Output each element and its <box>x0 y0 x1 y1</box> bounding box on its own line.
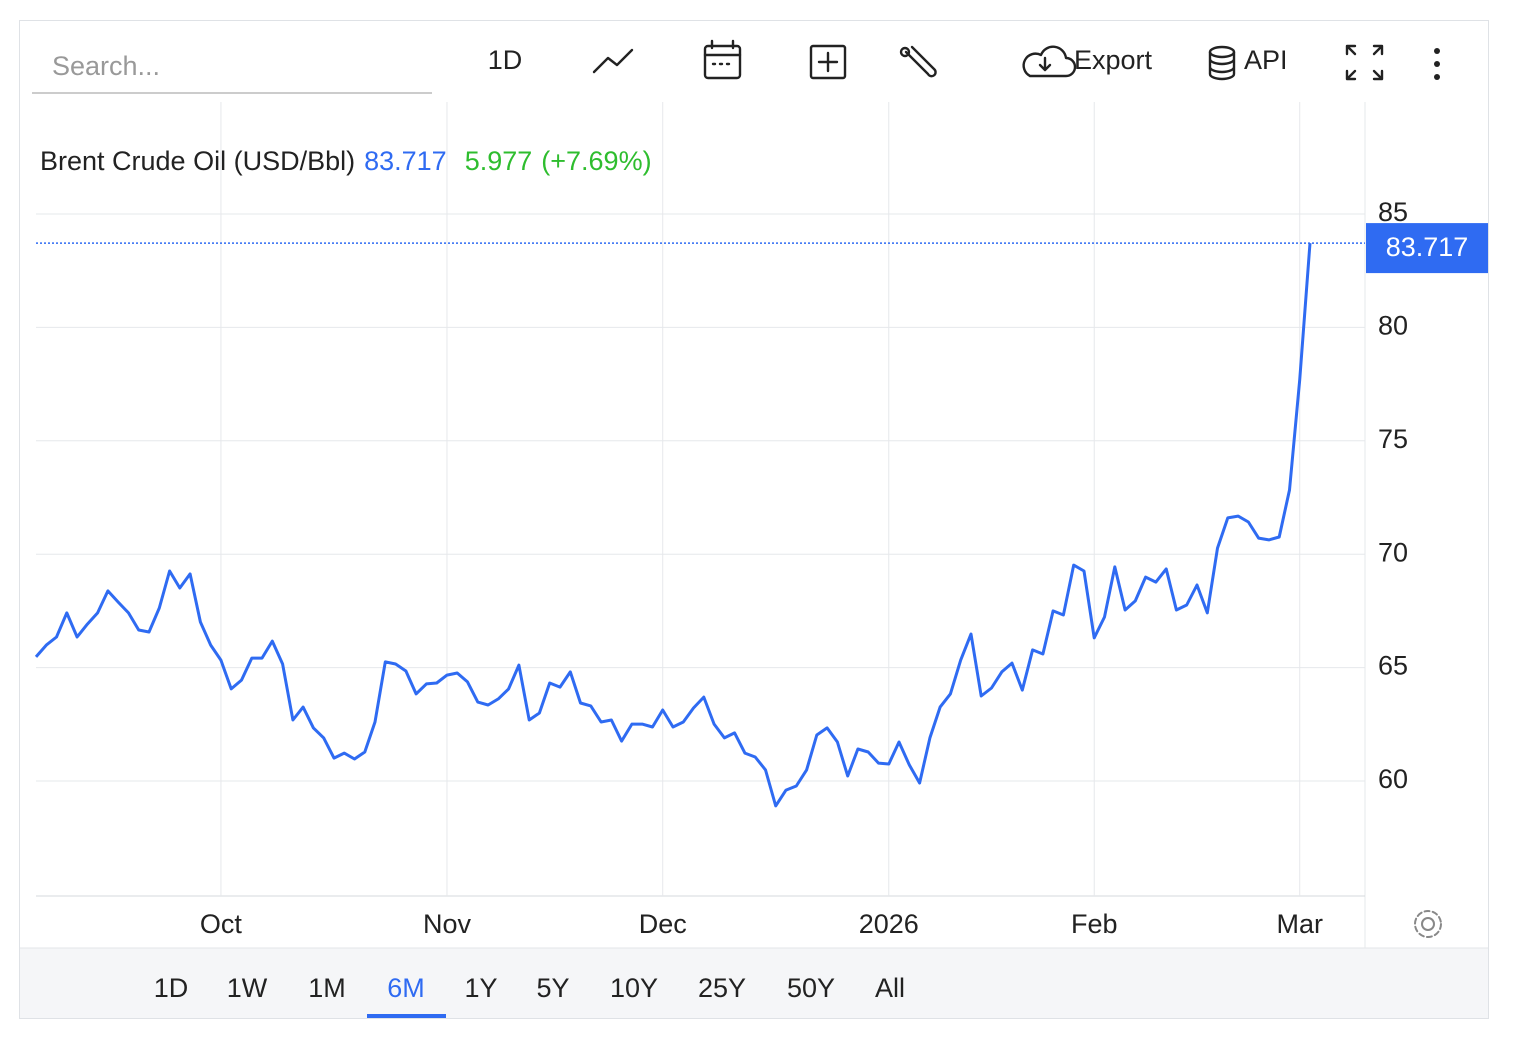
calendar-icon[interactable] <box>703 39 742 80</box>
chart-type-icon[interactable] <box>592 48 634 74</box>
api-icon[interactable] <box>1208 45 1236 81</box>
range-button[interactable]: 5Y <box>536 973 569 1003</box>
range-button[interactable]: 6M <box>387 973 425 1003</box>
export-button[interactable]: Export <box>1074 45 1153 75</box>
more-menu[interactable] <box>1434 48 1440 80</box>
range-bar <box>20 948 1488 1018</box>
chart-title: Brent Crude Oil (USD/Bbl) <box>40 146 355 176</box>
range-button[interactable]: 1Y <box>464 973 497 1003</box>
chart-settings-icon[interactable] <box>1414 910 1442 938</box>
chart-header: Brent Crude Oil (USD/Bbl) 83.717 5.977 (+7.… <box>40 146 652 176</box>
x-tick-label: Mar <box>1276 909 1323 939</box>
range-button[interactable]: 1D <box>154 973 189 1003</box>
range-button[interactable]: 10Y <box>610 973 658 1003</box>
fullscreen-icon[interactable] <box>1345 44 1384 81</box>
y-tick-label: 70 <box>1378 537 1408 567</box>
x-tick-label: 2026 <box>859 909 919 939</box>
search-box[interactable]: Search... <box>52 51 160 81</box>
x-tick-label: Feb <box>1071 909 1118 939</box>
price-line <box>34 242 1312 808</box>
x-tick-label: Dec <box>639 909 687 939</box>
last-price-label: 83.717 <box>1386 232 1469 262</box>
export-icon[interactable] <box>1022 45 1077 78</box>
y-tick-label: 60 <box>1378 764 1408 794</box>
interval-button[interactable]: 1D <box>488 45 523 75</box>
x-tick-label: Oct <box>200 909 243 939</box>
range-button[interactable]: 1M <box>308 973 346 1003</box>
range-button[interactable]: 50Y <box>787 973 835 1003</box>
y-tick-label: 80 <box>1378 311 1408 341</box>
last-price-badge <box>1366 223 1488 274</box>
y-tick-label: 75 <box>1378 424 1408 454</box>
settings-wrench-icon[interactable] <box>899 45 937 78</box>
add-icon[interactable] <box>809 44 847 80</box>
y-tick-label: 65 <box>1378 651 1408 681</box>
range-button[interactable]: 1W <box>227 973 268 1003</box>
x-tick-label: Nov <box>423 909 472 939</box>
y-tick-label: 85 <box>1378 197 1408 227</box>
range-button[interactable]: 25Y <box>698 973 746 1003</box>
api-button[interactable]: API <box>1244 45 1288 75</box>
price: 83.717 <box>364 146 447 176</box>
change-percent: (+7.69%) <box>541 146 651 176</box>
range-active-underline <box>367 1014 446 1018</box>
range-button[interactable]: All <box>875 973 905 1003</box>
change: 5.977 <box>465 146 533 176</box>
